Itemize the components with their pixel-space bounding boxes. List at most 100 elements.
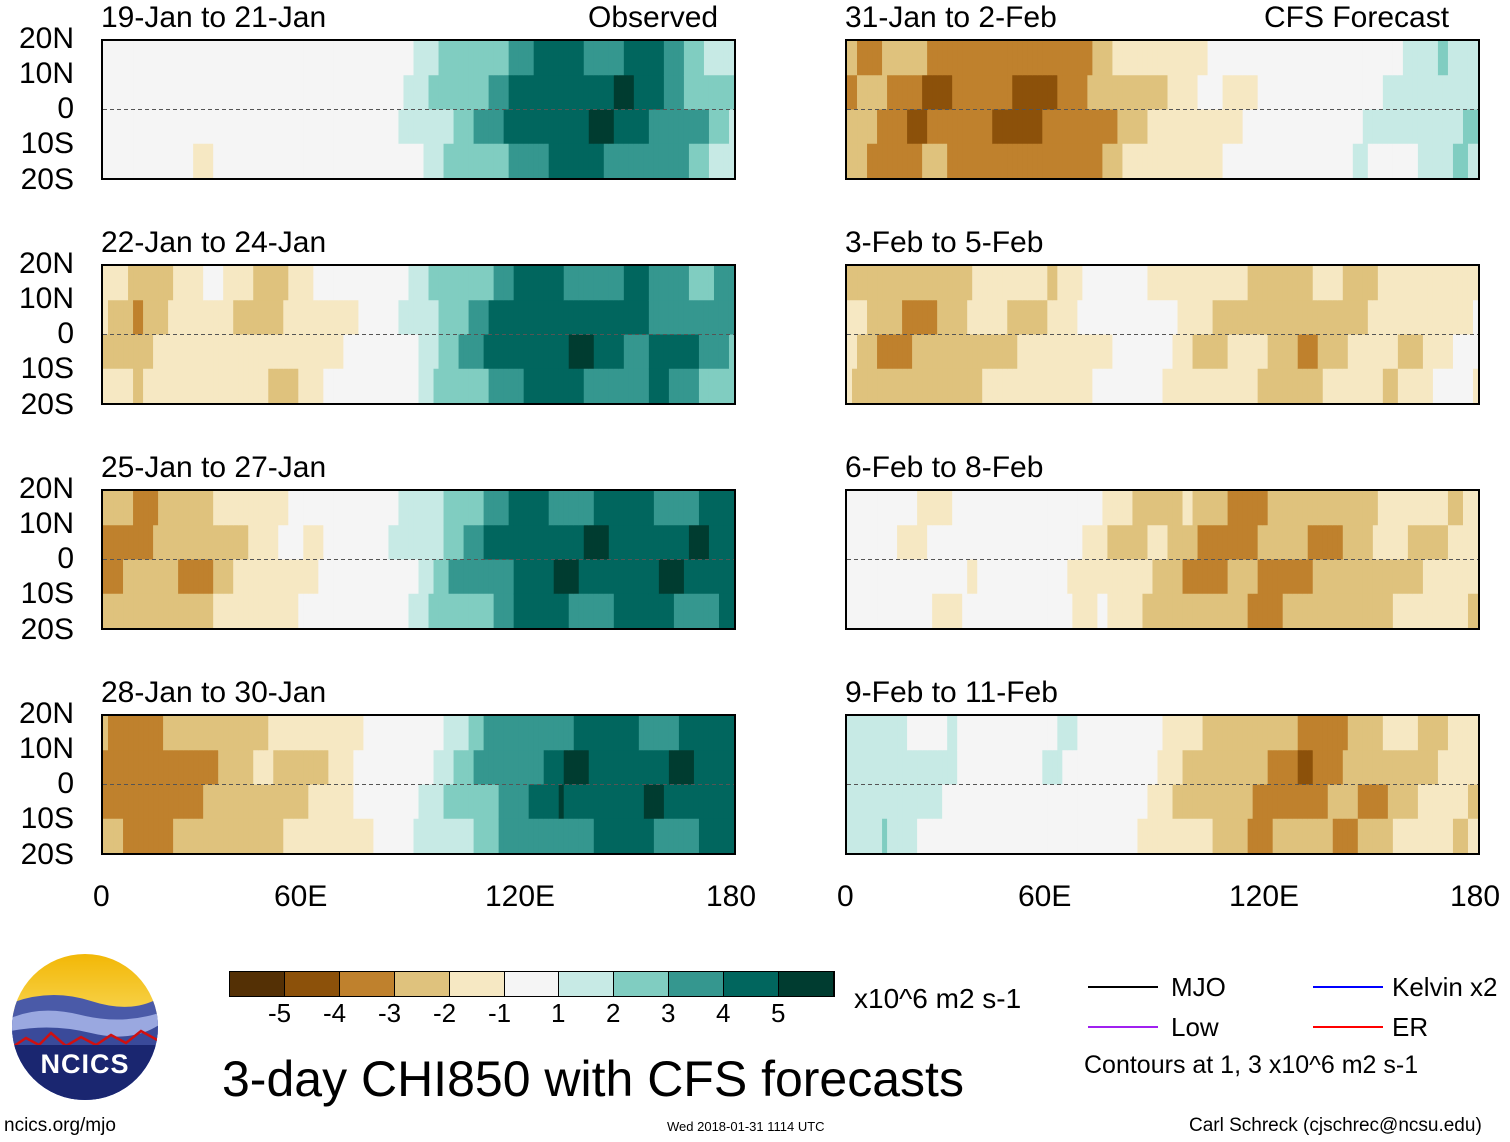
field-cell xyxy=(1127,143,1134,178)
field-cell xyxy=(198,75,204,111)
field-cell xyxy=(867,41,873,76)
field-cell xyxy=(987,368,993,403)
field-cell xyxy=(243,266,249,301)
field-cell xyxy=(1107,109,1114,145)
field-cell xyxy=(1267,368,1274,403)
footer-url[interactable]: ncics.org/mjo xyxy=(4,1115,116,1136)
field-cell xyxy=(683,109,690,145)
field-cell xyxy=(463,41,470,76)
field-cell xyxy=(633,716,640,751)
field-cell xyxy=(912,818,918,853)
field-cell xyxy=(1362,716,1369,751)
field-cell xyxy=(1097,266,1104,301)
field-cell xyxy=(867,559,873,595)
field-cell xyxy=(103,784,109,820)
field-cell xyxy=(997,368,1003,403)
field-cell xyxy=(713,75,720,111)
field-cell xyxy=(1252,750,1259,786)
field-cell xyxy=(658,143,665,178)
field-cell xyxy=(498,334,505,370)
field-cell xyxy=(418,818,425,853)
field-cell xyxy=(1387,41,1394,76)
field-cell xyxy=(1037,300,1043,336)
field-cell xyxy=(238,491,244,526)
field-cell xyxy=(338,143,344,178)
field-cell xyxy=(488,300,495,336)
field-cell xyxy=(1322,75,1329,111)
field-cell xyxy=(483,143,490,178)
field-cell xyxy=(423,334,430,370)
field-cell xyxy=(1377,334,1384,370)
field-cell xyxy=(728,818,734,853)
field-cell xyxy=(1042,559,1048,595)
field-cell xyxy=(1007,41,1013,76)
field-cell xyxy=(1277,266,1284,301)
field-cell xyxy=(448,143,455,178)
field-cell xyxy=(288,716,294,751)
field-cell xyxy=(857,75,863,111)
field-cell xyxy=(493,525,500,561)
field-cell xyxy=(1232,559,1239,595)
field-cell xyxy=(912,525,918,561)
field-cell xyxy=(513,266,520,301)
field-cell xyxy=(238,143,244,178)
field-cell xyxy=(143,368,149,403)
field-cell xyxy=(293,784,299,820)
field-cell xyxy=(173,75,179,111)
field-cell xyxy=(1317,143,1324,178)
field-cell xyxy=(1227,750,1234,786)
field-cell xyxy=(463,300,470,336)
field-cell xyxy=(168,784,174,820)
field-cell xyxy=(1307,593,1314,628)
field-cell xyxy=(263,75,269,111)
field-cell xyxy=(558,593,565,628)
field-cell xyxy=(593,368,600,403)
field-cell xyxy=(1292,491,1299,526)
field-cell xyxy=(1387,266,1394,301)
field-cell xyxy=(363,491,370,526)
field-cell xyxy=(1092,143,1098,178)
field-cell xyxy=(728,109,734,145)
field-cell xyxy=(488,41,495,76)
field-cell xyxy=(383,334,390,370)
field-cell xyxy=(1047,491,1053,526)
field-cell xyxy=(703,143,710,178)
field-cell xyxy=(1102,593,1109,628)
field-cell xyxy=(503,716,510,751)
field-cell xyxy=(962,750,968,786)
field-cell xyxy=(553,491,560,526)
field-cell xyxy=(902,525,908,561)
field-cell xyxy=(623,143,630,178)
field-cell xyxy=(188,143,194,178)
field-cell xyxy=(188,559,194,595)
field-cell xyxy=(668,593,675,628)
field-cell xyxy=(952,750,958,786)
field-cell xyxy=(418,491,425,526)
field-cell xyxy=(1227,266,1234,301)
field-cell xyxy=(867,525,873,561)
field-cell xyxy=(1297,491,1304,526)
field-cell xyxy=(972,266,978,301)
field-cell xyxy=(313,368,319,403)
field-cell xyxy=(1342,818,1349,853)
field-cell xyxy=(1152,559,1159,595)
field-cell xyxy=(248,593,254,628)
field-cell xyxy=(1292,525,1299,561)
field-cell xyxy=(1322,784,1329,820)
field-cell xyxy=(1127,368,1134,403)
field-cell xyxy=(568,143,575,178)
field-cell xyxy=(902,143,908,178)
field-cell xyxy=(1282,559,1289,595)
field-cell xyxy=(583,300,590,336)
field-cell xyxy=(628,75,635,111)
legend-line-mjo xyxy=(1088,986,1158,988)
field-cell xyxy=(982,143,988,178)
field-cell xyxy=(1332,266,1339,301)
field-cell xyxy=(703,75,710,111)
field-cell xyxy=(882,266,888,301)
field-cell xyxy=(1317,818,1324,853)
field-cell xyxy=(533,716,540,751)
field-cell xyxy=(718,109,725,145)
field-cell xyxy=(213,334,219,370)
field-cell xyxy=(218,41,224,76)
